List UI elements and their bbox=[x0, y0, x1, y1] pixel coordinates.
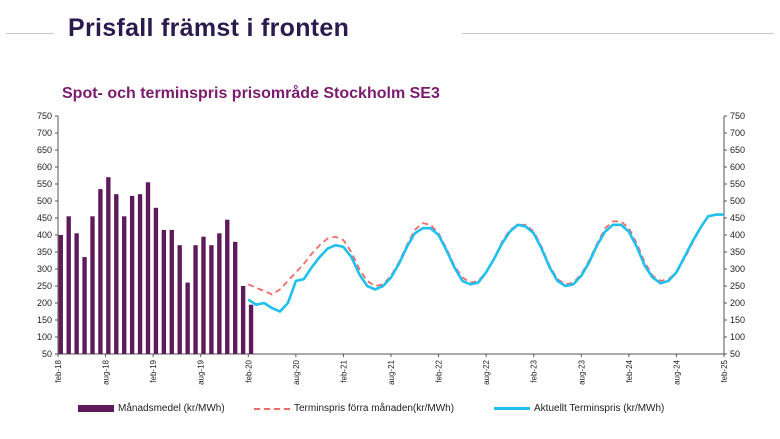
y-tick-label-left: 750 bbox=[37, 111, 52, 121]
chart-title: Spot- och terminspris prisområde Stockho… bbox=[62, 85, 440, 102]
y-tick-label-right: 300 bbox=[730, 264, 745, 274]
y-tick-label-left: 50 bbox=[42, 349, 52, 359]
y-tick-label-left: 600 bbox=[37, 162, 52, 172]
bar bbox=[58, 235, 63, 354]
x-tick-label: aug-20 bbox=[292, 359, 301, 384]
y-tick-label-left: 500 bbox=[37, 196, 52, 206]
x-tick-label: aug-22 bbox=[482, 359, 491, 384]
x-tick-label: feb-22 bbox=[435, 359, 444, 382]
x-tick-label: feb-18 bbox=[54, 359, 63, 382]
bar bbox=[145, 182, 151, 354]
y-tick-label-left: 700 bbox=[37, 128, 52, 138]
x-tick-label: feb-19 bbox=[149, 359, 158, 382]
bar bbox=[201, 236, 206, 354]
y-tick-label-right: 700 bbox=[730, 128, 745, 138]
legend-label-current-forward: Aktuellt Terminspris (kr/MWh) bbox=[534, 403, 665, 414]
y-tick-label-right: 350 bbox=[730, 247, 745, 257]
bar bbox=[114, 194, 119, 354]
y-tick-label-right: 400 bbox=[730, 230, 745, 240]
legend-item-previous-forward: Terminspris förra månaden(kr/MWh) bbox=[254, 403, 454, 414]
bar bbox=[122, 216, 127, 354]
y-tick-label-right: 50 bbox=[730, 349, 740, 359]
x-tick-label: feb-23 bbox=[530, 359, 539, 382]
legend-swatch-previous-forward bbox=[254, 407, 290, 410]
y-tick-label-left: 100 bbox=[37, 332, 52, 342]
bar bbox=[90, 216, 95, 354]
bar bbox=[129, 195, 135, 354]
bar bbox=[185, 282, 190, 354]
bar bbox=[240, 286, 246, 354]
legend-label-bars: Månadsmedel (kr/MWh) bbox=[118, 403, 225, 414]
y-tick-label-left: 450 bbox=[37, 213, 52, 223]
bar bbox=[161, 229, 167, 354]
y-tick-label-left: 250 bbox=[37, 281, 52, 291]
y-tick-label-right: 100 bbox=[730, 332, 745, 342]
y-tick-label-left: 300 bbox=[37, 264, 52, 274]
bar bbox=[217, 233, 222, 354]
bar bbox=[233, 241, 238, 354]
bar bbox=[169, 229, 174, 354]
y-tick-label-left: 200 bbox=[37, 298, 52, 308]
x-tick-label: aug-19 bbox=[197, 359, 206, 384]
title-rule-left bbox=[6, 33, 54, 34]
bar bbox=[74, 233, 79, 354]
legend-label-previous-forward: Terminspris förra månaden(kr/MWh) bbox=[294, 403, 455, 414]
y-tick-label-right: 150 bbox=[730, 315, 745, 325]
y-axis-left-ticks: 50 100 150 200 250 300 350 400 450 500 550 600 650 70… bbox=[37, 111, 58, 359]
bar bbox=[66, 216, 71, 354]
x-tick-label: aug-24 bbox=[672, 359, 681, 384]
x-tick-label: aug-21 bbox=[387, 359, 396, 384]
y-tick-label-right: 500 bbox=[730, 196, 745, 206]
y-tick-label-right: 250 bbox=[730, 281, 745, 291]
y-tick-label-right: 550 bbox=[730, 179, 745, 189]
line-series bbox=[247, 213, 724, 313]
bar-series bbox=[58, 177, 254, 354]
bar bbox=[106, 177, 111, 354]
x-axis-ticks: feb-18 aug-18 feb-19 aug-19 feb-20 aug-20 feb-… bbox=[54, 354, 729, 385]
legend-swatch-bars bbox=[78, 405, 114, 412]
bar bbox=[248, 304, 254, 354]
y-tick-label-right: 200 bbox=[730, 298, 745, 308]
x-tick-label: feb-25 bbox=[720, 359, 729, 382]
bar bbox=[225, 219, 230, 354]
y-tick-label-left: 150 bbox=[37, 315, 52, 325]
x-tick-label: feb-24 bbox=[625, 359, 634, 382]
title-rule-right bbox=[462, 33, 774, 34]
y-tick-label-left: 650 bbox=[37, 145, 52, 155]
legend-item-current-forward: Aktuellt Terminspris (kr/MWh) bbox=[494, 403, 664, 414]
x-tick-label: aug-23 bbox=[577, 359, 586, 384]
line-previous-forward bbox=[247, 213, 724, 296]
bar bbox=[177, 245, 182, 354]
legend-swatch-current-forward bbox=[494, 407, 530, 410]
y-tick-label-right: 600 bbox=[730, 162, 745, 172]
bar bbox=[153, 207, 159, 354]
y-tick-label-left: 350 bbox=[37, 247, 52, 257]
y-tick-label-right: 450 bbox=[730, 213, 745, 223]
bar bbox=[193, 245, 198, 354]
slide-title: Prisfall främst i fronten bbox=[68, 14, 350, 42]
x-tick-label: aug-18 bbox=[102, 359, 111, 384]
bar bbox=[82, 257, 87, 354]
bar bbox=[98, 189, 103, 354]
line-current-forward bbox=[247, 213, 724, 313]
y-tick-label-right: 650 bbox=[730, 145, 745, 155]
y-tick-label-right: 750 bbox=[730, 111, 745, 121]
legend-item-bars: Månadsmedel (kr/MWh) bbox=[78, 403, 225, 414]
x-tick-label: feb-20 bbox=[244, 359, 253, 382]
y-tick-label-left: 400 bbox=[37, 230, 52, 240]
bar bbox=[137, 194, 143, 354]
y-axis-right-ticks: 50 100 150 200 250 300 350 400 450 500 550 600 650 70… bbox=[724, 111, 745, 359]
y-tick-label-left: 550 bbox=[37, 179, 52, 189]
bar bbox=[209, 245, 214, 354]
x-tick-label: feb-21 bbox=[339, 359, 348, 382]
